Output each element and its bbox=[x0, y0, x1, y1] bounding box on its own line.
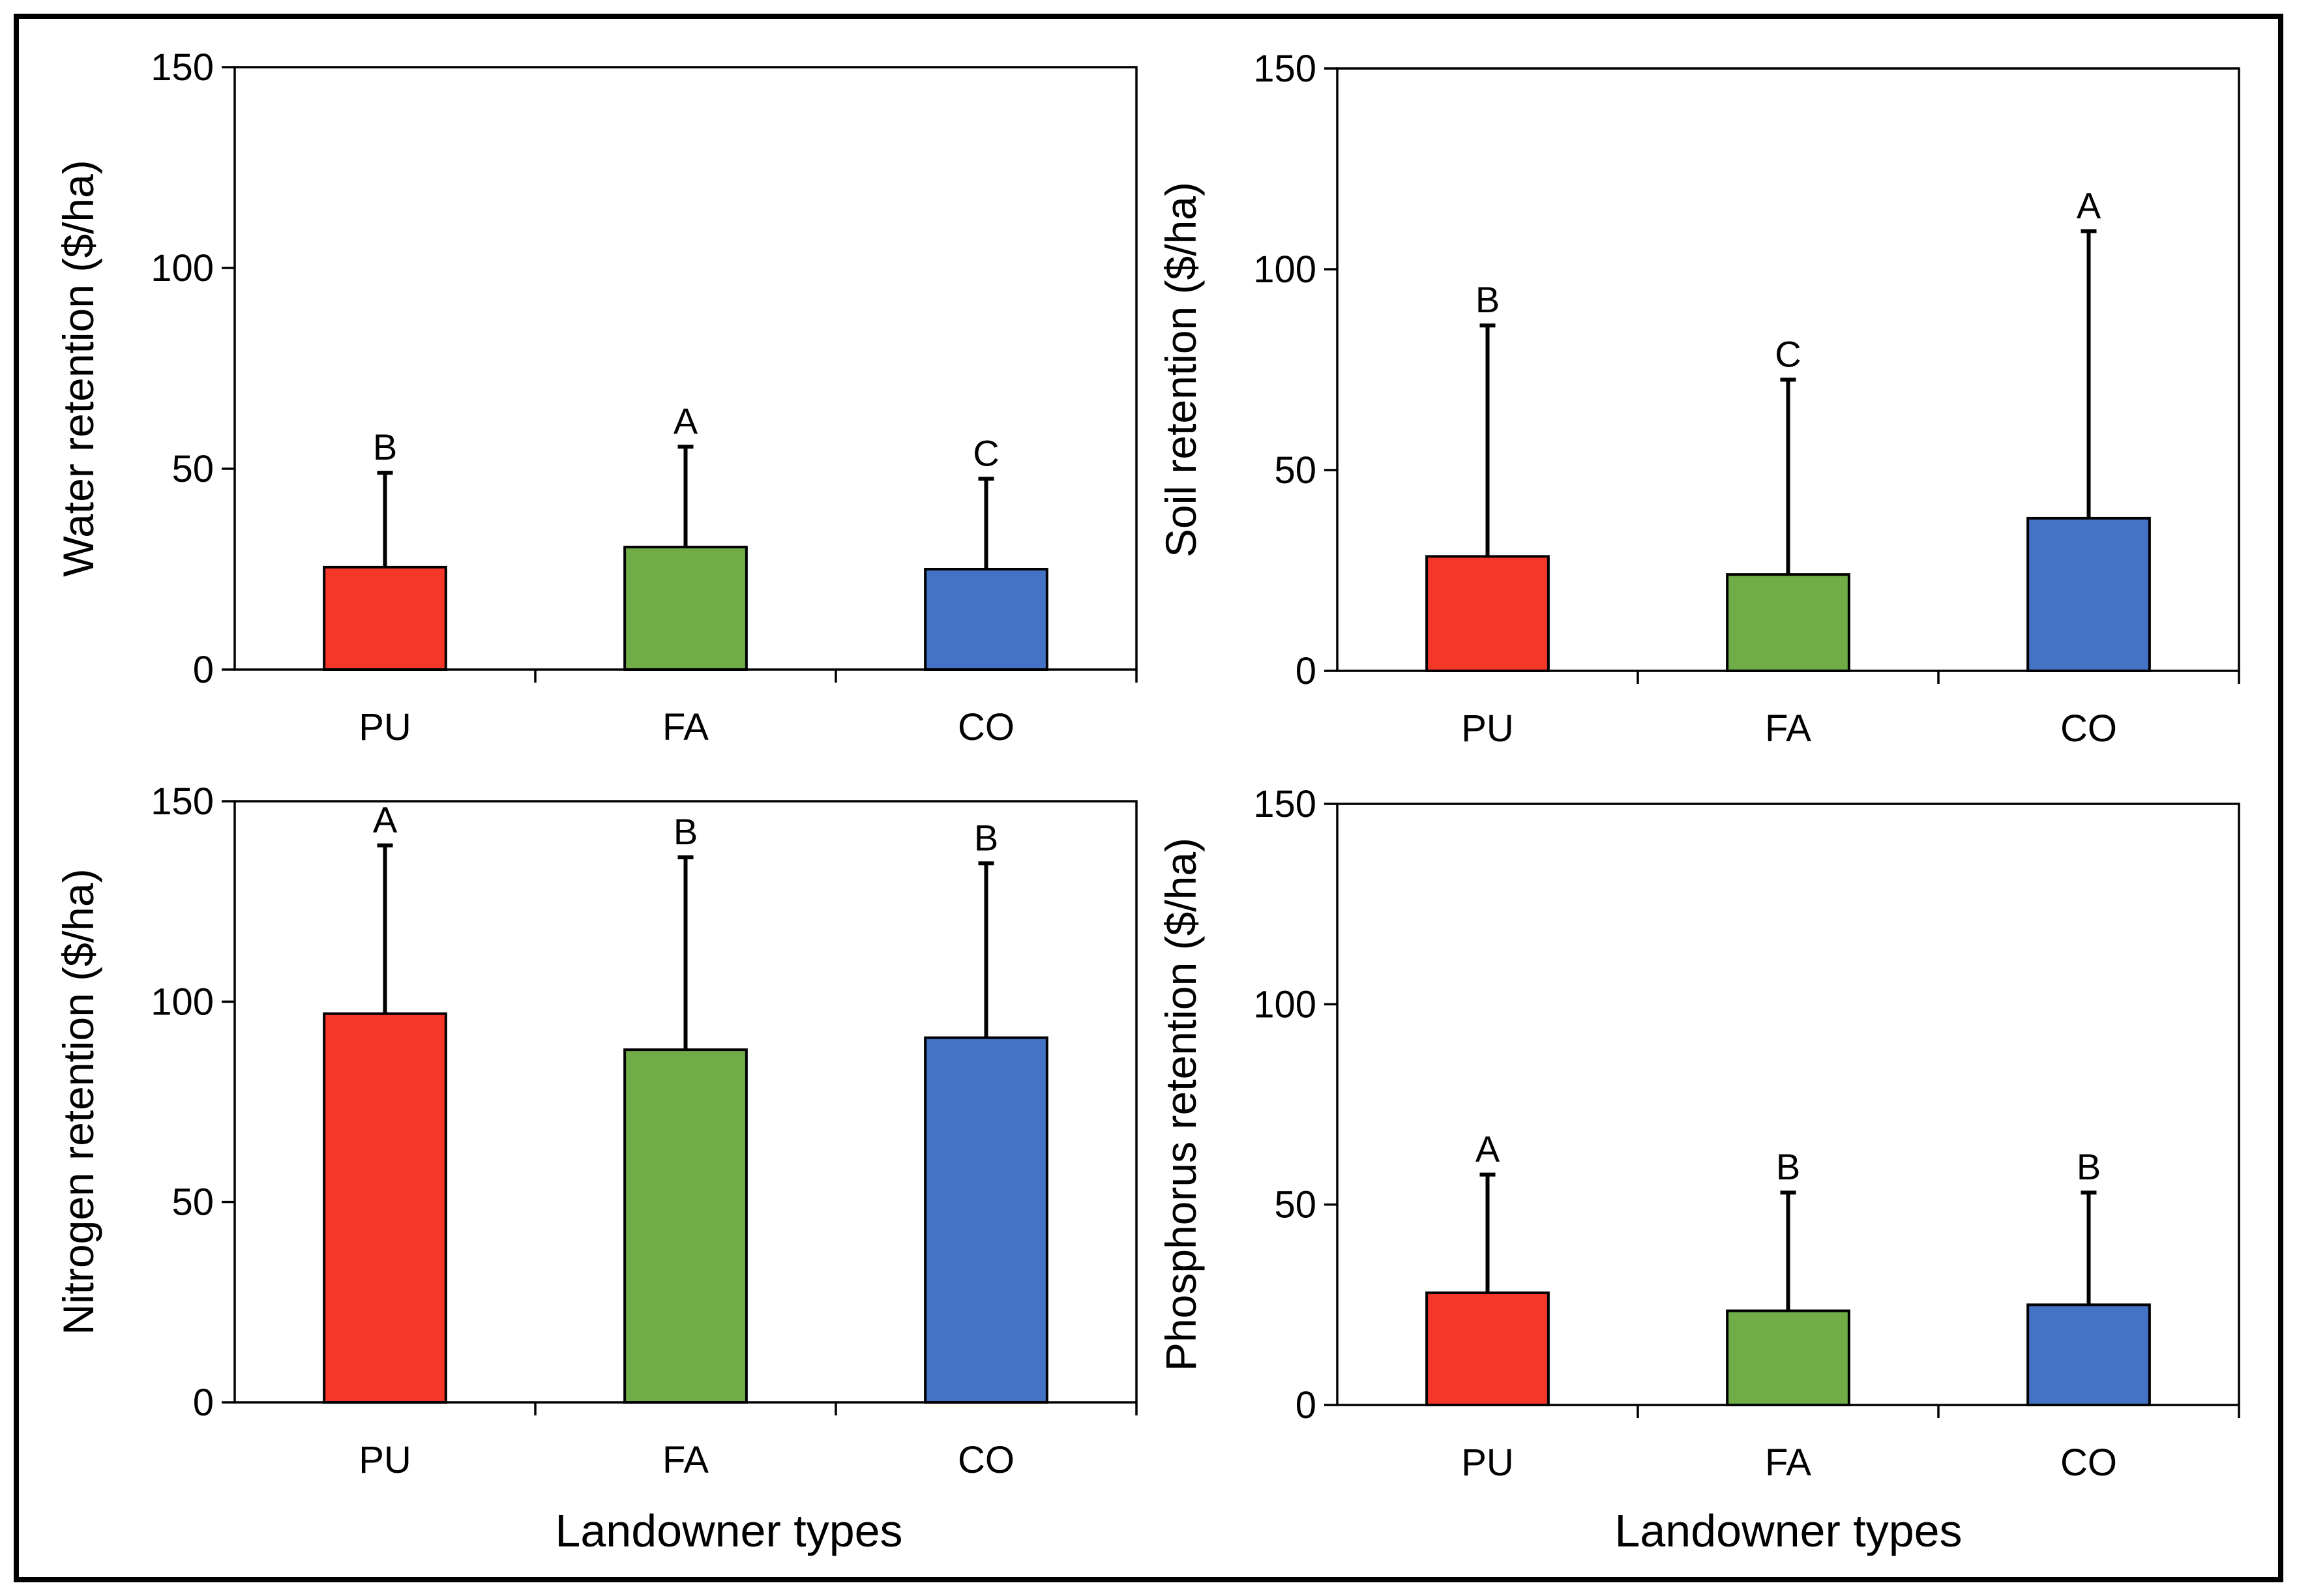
panel-phosphorus-retention-plot-area bbox=[1336, 803, 2240, 1406]
panel-water-retention-ytick-label: 0 bbox=[193, 649, 214, 691]
panel-soil-retention-ytick-label: 150 bbox=[1253, 48, 1316, 90]
panel-nitrogen-retention-sig-label-pu: A bbox=[373, 799, 398, 840]
panel-soil-retention-sig-label-co: A bbox=[2077, 185, 2101, 226]
panel-soil-retention-category-label-co: CO bbox=[2060, 707, 2117, 750]
panel-nitrogen-retention-bar-pu bbox=[323, 1012, 447, 1404]
panel-phosphorus-retention-bar-fa bbox=[1726, 1309, 1850, 1407]
panel-water-retention-bar-pu bbox=[323, 565, 447, 671]
panel-nitrogen-retention-ytick-label: 150 bbox=[151, 780, 214, 823]
panel-soil-retention-ytick-label: 100 bbox=[1253, 248, 1316, 291]
panel-phosphorus-retention-sig-label-pu: A bbox=[1475, 1129, 1500, 1170]
panel-nitrogen-retention-bar-fa bbox=[623, 1048, 748, 1404]
panel-phosphorus-retention-bar-co bbox=[2026, 1303, 2151, 1407]
panel-water-retention-plot-area bbox=[233, 66, 1138, 671]
panel-phosphorus-retention-ytick-label: 100 bbox=[1253, 983, 1316, 1026]
panel-soil-retention-bar-fa bbox=[1726, 573, 1850, 672]
panel-nitrogen-retention-bar-co bbox=[924, 1036, 1048, 1404]
panel-nitrogen-retention-category-label-co: CO bbox=[958, 1439, 1015, 1481]
panel-phosphorus-retention-ytick-label: 150 bbox=[1253, 783, 1316, 825]
panel-soil-retention-category-label-pu: PU bbox=[1461, 707, 1514, 750]
panel-water-retention-ytick-label: 100 bbox=[151, 247, 214, 289]
panel-water-retention-ylabel: Water retention ($/ha) bbox=[54, 160, 102, 577]
panel-soil-retention-category-label-fa: FA bbox=[1765, 707, 1811, 750]
panel-nitrogen-retention-ytick-label: 100 bbox=[151, 981, 214, 1023]
panel-soil-retention-ylabel: Soil retention ($/ha) bbox=[1157, 182, 1205, 557]
panel-water-retention-ytick-label: 150 bbox=[151, 46, 214, 89]
panel-phosphorus-retention-sig-label-co: B bbox=[2077, 1146, 2101, 1187]
panel-water-retention-ytick-label: 50 bbox=[171, 448, 214, 490]
panel-soil-retention-sig-label-pu: B bbox=[1475, 279, 1500, 320]
panel-soil-retention: 0 50 100 150 Soil retention ($/ha) B C A PU FA… bbox=[1157, 48, 2240, 750]
panel-soil-retention-ytick-label: 50 bbox=[1274, 449, 1316, 492]
panel-soil-retention-bar-pu bbox=[1425, 555, 1550, 672]
panel-soil-retention-bar-co bbox=[2026, 516, 2151, 672]
panel-phosphorus-retention: 0 50 100 150 Phosphorus retention ($/ha) A B… bbox=[1157, 783, 2240, 1556]
panel-water-retention-category-label-pu: PU bbox=[359, 706, 411, 748]
panel-water-retention-bar-fa bbox=[623, 546, 748, 671]
panel-soil-retention-sig-label-fa: C bbox=[1775, 333, 1801, 374]
panel-water-retention-sig-label-co: C bbox=[973, 432, 999, 473]
panel-water-retention-bar-co bbox=[924, 568, 1048, 671]
panel-nitrogen-retention-ytick-label: 0 bbox=[193, 1382, 214, 1424]
panel-water-retention-category-label-co: CO bbox=[958, 706, 1015, 748]
panel-water-retention-category-label-fa: FA bbox=[662, 706, 709, 748]
panel-phosphorus-retention-sig-label-fa: B bbox=[1776, 1146, 1800, 1187]
panel-soil-retention-ytick-label: 0 bbox=[1296, 650, 1316, 692]
panel-phosphorus-retention-category-label-fa: FA bbox=[1765, 1441, 1811, 1484]
panel-soil-retention-plot-area bbox=[1336, 67, 2240, 672]
panel-nitrogen-retention-sig-label-fa: B bbox=[674, 811, 698, 852]
panel-nitrogen-retention-category-label-pu: PU bbox=[359, 1439, 411, 1481]
panel-water-retention: 0 50 100 150 Water retention ($/ha) B A C PU F… bbox=[54, 46, 1138, 748]
panel-nitrogen-retention-xlabel: Landowner types bbox=[555, 1505, 902, 1556]
panel-nitrogen-retention-ytick-label: 50 bbox=[171, 1181, 214, 1224]
panel-nitrogen-retention-category-label-fa: FA bbox=[662, 1439, 709, 1481]
panel-phosphorus-retention-ylabel: Phosphorus retention ($/ha) bbox=[1157, 838, 1205, 1371]
panel-nitrogen-retention-sig-label-co: B bbox=[974, 817, 998, 858]
panel-water-retention-sig-label-pu: B bbox=[373, 426, 397, 467]
panel-phosphorus-retention-ytick-label: 50 bbox=[1274, 1184, 1316, 1226]
panel-nitrogen-retention-plot-area bbox=[233, 800, 1138, 1404]
panel-phosphorus-retention-category-label-pu: PU bbox=[1461, 1441, 1514, 1484]
panel-phosphorus-retention-ytick-label: 0 bbox=[1296, 1384, 1316, 1426]
panel-water-retention-sig-label-fa: A bbox=[674, 400, 698, 441]
panel-phosphorus-retention-category-label-co: CO bbox=[2060, 1441, 2117, 1484]
panel-phosphorus-retention-xlabel: Landowner types bbox=[1614, 1505, 1962, 1556]
panel-nitrogen-retention-ylabel: Nitrogen retention ($/ha) bbox=[54, 868, 102, 1335]
panel-phosphorus-retention-bar-pu bbox=[1425, 1291, 1550, 1406]
